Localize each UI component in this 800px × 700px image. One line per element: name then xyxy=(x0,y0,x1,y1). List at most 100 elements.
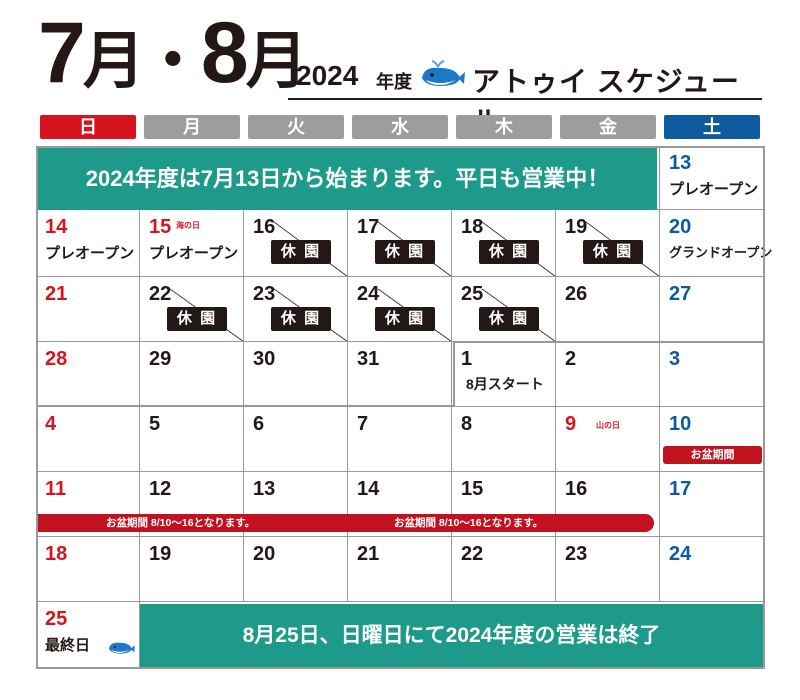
banner-bottom: 8月25日、日曜日にて2024年度の営業は終了 xyxy=(140,604,763,667)
whale-icon xyxy=(418,60,466,95)
day-cell: 24 xyxy=(660,537,765,602)
day-number: 22 xyxy=(461,543,484,565)
subtitle-schedule: アトゥイ スケジュール xyxy=(472,66,740,137)
holiday-label: 海の日 xyxy=(176,221,200,230)
day-number: 29 xyxy=(149,348,172,370)
whale-icon xyxy=(109,642,135,654)
day-cell: 18 休 園 xyxy=(452,210,556,277)
day-cell: 17 休 園 xyxy=(348,210,452,277)
day-cell: 22 休 園 xyxy=(140,277,244,342)
weekday-header-tue: 火 xyxy=(248,115,344,139)
day-cell: 14 プレオープン xyxy=(36,210,140,277)
day-number: 20 xyxy=(669,216,692,238)
day-cell: 18 xyxy=(36,537,140,602)
month-kanji-1: 月 xyxy=(82,27,145,96)
month-july: 7 xyxy=(38,5,86,101)
day-number: 20 xyxy=(253,543,276,565)
day-cell: 30 xyxy=(244,342,348,407)
day-cell: 28 xyxy=(36,342,140,407)
weekday-header-wed: 水 xyxy=(352,115,448,139)
day-cell: 31 xyxy=(348,342,452,407)
day-number: 26 xyxy=(565,283,588,305)
day-number: 9 xyxy=(565,413,577,435)
obon-bar-text-1: お盆期間 8/10〜16となります。 xyxy=(106,517,256,529)
day-note: グランドオープン xyxy=(669,245,773,260)
day-cell: 4 xyxy=(36,407,140,472)
day-cell: 19 xyxy=(140,537,244,602)
day-cell: 24 休 園 xyxy=(348,277,452,342)
day-note: 最終日 xyxy=(45,637,91,654)
day-cell: 16 休 園 xyxy=(244,210,348,277)
day-number: 14 xyxy=(45,216,68,238)
day-number: 27 xyxy=(669,283,692,305)
day-number: 21 xyxy=(357,543,380,565)
day-number: 13 xyxy=(669,152,692,174)
closed-badge: 休 園 xyxy=(271,307,331,331)
day-number: 8 xyxy=(461,413,473,435)
closed-badge: 休 園 xyxy=(375,307,435,331)
day-number: 15 xyxy=(461,478,484,500)
day-number: 24 xyxy=(669,543,692,565)
schedule-subtitle: 2024 年度 アトゥイ スケジュール xyxy=(288,58,762,137)
day-cell: 25 休 園 xyxy=(452,277,556,342)
day-number: 1 xyxy=(461,348,473,370)
day-number: 16 xyxy=(565,478,588,500)
day-cell: 25 最終日 xyxy=(36,602,140,669)
day-cell: 8 xyxy=(452,407,556,472)
calendar-title: 7月・8月 xyxy=(38,10,308,96)
day-number: 17 xyxy=(669,478,692,500)
day-number: 12 xyxy=(149,478,172,500)
day-number: 17 xyxy=(357,216,380,238)
day-note: プレオープン xyxy=(45,245,135,262)
day-cell: 23 xyxy=(556,537,660,602)
day-number: 5 xyxy=(149,413,161,435)
day-cell: 22 xyxy=(452,537,556,602)
day-number: 22 xyxy=(149,283,172,305)
closed-badge: 休 園 xyxy=(375,240,435,264)
day-number: 23 xyxy=(565,543,588,565)
day-note: プレオープン xyxy=(149,245,239,262)
closed-badge: 休 園 xyxy=(271,240,331,264)
day-cell: 23 休 園 xyxy=(244,277,348,342)
calendar-grid: 13 プレオープン 14 プレオープン 15 海の日 プレオープン 16 休 園 17 休 園 18 休… xyxy=(36,146,772,669)
day-cell: 20 グランドオープン xyxy=(660,210,772,277)
day-number: 25 xyxy=(45,608,68,630)
weekday-header-thu: 木 xyxy=(456,115,552,139)
day-number: 3 xyxy=(669,348,681,370)
weekday-header-sun: 日 xyxy=(40,115,136,139)
closed-badge: 休 園 xyxy=(167,307,227,331)
day-number: 4 xyxy=(45,413,57,435)
banner-top: 2024年度は7月13日から始まります。平日も営業中！ xyxy=(38,148,657,210)
title-dot: ・ xyxy=(141,27,204,96)
day-cell: 26 xyxy=(556,277,660,342)
day-cell: 6 xyxy=(244,407,348,472)
day-number: 6 xyxy=(253,413,265,435)
day-cell: 2 xyxy=(556,342,660,407)
day-number: 23 xyxy=(253,283,276,305)
month-august: 8 xyxy=(200,5,249,101)
closed-badge: 休 園 xyxy=(479,240,539,264)
subtitle-year: 2024 xyxy=(296,60,359,91)
day-cell: 9 山の日 xyxy=(556,407,660,472)
weekday-header-sat: 土 xyxy=(664,115,760,139)
day-cell: 29 xyxy=(140,342,244,407)
day-cell: 7 xyxy=(348,407,452,472)
day-cell: 5 xyxy=(140,407,244,472)
day-number: 21 xyxy=(45,283,68,305)
day-number: 28 xyxy=(45,348,68,370)
day-number: 30 xyxy=(253,348,276,370)
day-cell: 17 xyxy=(660,472,765,537)
day-note: プレオープン xyxy=(669,181,759,198)
day-number: 7 xyxy=(357,413,369,435)
weekday-header-mon: 月 xyxy=(144,115,240,139)
obon-bar-text-2: お盆期間 8/10〜16となります。 xyxy=(394,517,544,529)
day-number: 2 xyxy=(565,348,577,370)
day-cell: 15 海の日 プレオープン xyxy=(140,210,244,277)
day-number: 10 xyxy=(669,413,692,435)
holiday-label: 山の日 xyxy=(596,421,620,430)
day-number: 19 xyxy=(565,216,588,238)
day-number: 18 xyxy=(461,216,484,238)
closed-badge: 休 園 xyxy=(479,307,539,331)
closed-badge: 休 園 xyxy=(583,240,643,264)
day-cell: 20 xyxy=(244,537,348,602)
